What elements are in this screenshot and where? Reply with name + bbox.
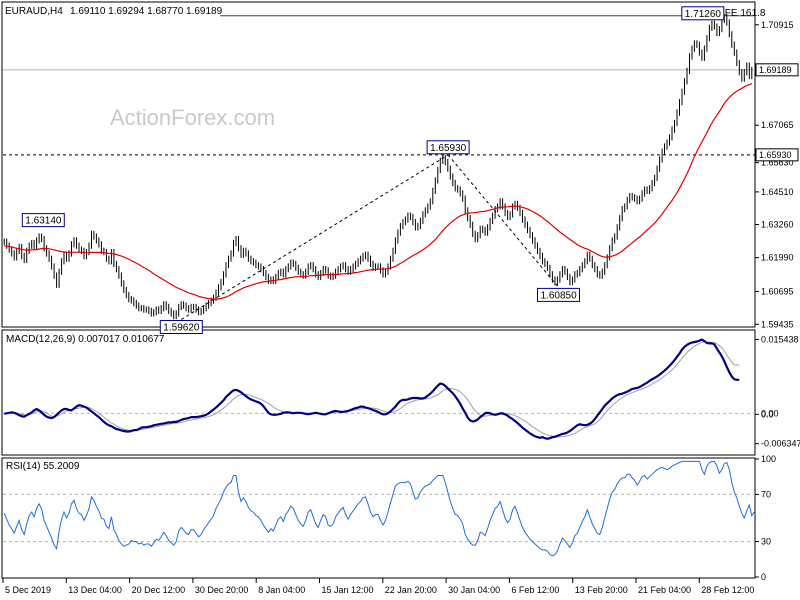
macd-ytick-label: 0.015438: [761, 334, 799, 344]
rsi-panel: [1, 457, 756, 579]
xtick-label: 6 Feb 12:00: [511, 585, 559, 595]
xtick-label: 21 Feb 04:00: [638, 585, 691, 595]
current-price-label: 1.69189: [759, 65, 792, 75]
xtick-label: 22 Jan 20:00: [385, 585, 437, 595]
price-ytick-label: 1.67065: [761, 120, 794, 130]
rsi-title: RSI(14) 55.2009: [6, 461, 80, 472]
price-label: 1.71260: [685, 9, 722, 20]
price-label: 1.63140: [25, 216, 62, 227]
price-ytick-label: 1.63260: [761, 220, 794, 230]
xtick-label: 13 Feb 20:00: [575, 585, 628, 595]
symbol-label: EURAUD,H4: [5, 6, 63, 17]
xtick-label: 13 Dec 04:00: [68, 585, 122, 595]
price-label-box: [159, 320, 203, 334]
price-label-box: [21, 213, 65, 228]
xtick-label: 15 Jan 12:00: [322, 585, 374, 595]
rsi-ytick-label: 0: [761, 572, 766, 582]
rsi-ytick-label: 100: [761, 454, 776, 464]
price-label-box: [426, 140, 470, 155]
macd-title: MACD(12,26,9) 0.007017 0.010677: [6, 334, 165, 345]
price-ytick-label: 1.65630: [761, 158, 794, 168]
moving-average-line: [4, 83, 753, 300]
xtick-label: 5 Dec 2019: [5, 585, 51, 595]
macd-signal-line: [4, 341, 740, 438]
rsi-line: [3, 460, 755, 557]
macd-ytick-label: 0.0: [761, 409, 774, 419]
price-label-box: [537, 287, 580, 302]
xtick-label: 30 Jan 04:00: [448, 585, 500, 595]
support-price-box: [755, 148, 799, 162]
price-label: 1.65930: [430, 143, 467, 154]
fib-label: FE 161.8: [725, 8, 766, 19]
rsi-ytick-label: 30: [761, 537, 771, 547]
macd-ytick-label: -0.006347: [761, 439, 800, 449]
price-ytick-label: 1.70915: [761, 20, 794, 30]
xtick-label: 28 Feb 12:00: [701, 585, 754, 595]
price-label: 1.60850: [541, 290, 578, 301]
xtick-label: 8 Jan 04:00: [258, 585, 305, 595]
price-ytick-label: 1.59435: [761, 319, 794, 329]
price-label: 1.59620: [163, 323, 200, 334]
macd-line: [3, 338, 740, 440]
price-panel: [1, 1, 756, 328]
macd-panel: [1, 329, 756, 456]
xtick-label: 20 Dec 12:00: [132, 585, 186, 595]
support-price-label: 1.65930: [759, 150, 792, 160]
macd-ytick-label: 0.00: [761, 408, 779, 418]
price-ytick-label: 1.60695: [761, 286, 794, 296]
price-ytick-label: 1.64510: [761, 187, 794, 197]
watermark: ActionForex.com: [110, 105, 275, 130]
price-ytick-label: 1.61990: [761, 253, 794, 263]
trendline-0: [181, 154, 449, 320]
price-label-box: [681, 6, 725, 21]
rsi-ytick-label: 70: [761, 489, 771, 499]
ohlc-label: 1.69110 1.69294 1.68770 1.69189: [70, 6, 223, 17]
xtick-label: 30 Dec 20:00: [195, 585, 249, 595]
current-price-box: [755, 63, 799, 77]
trendline-1: [447, 154, 559, 288]
